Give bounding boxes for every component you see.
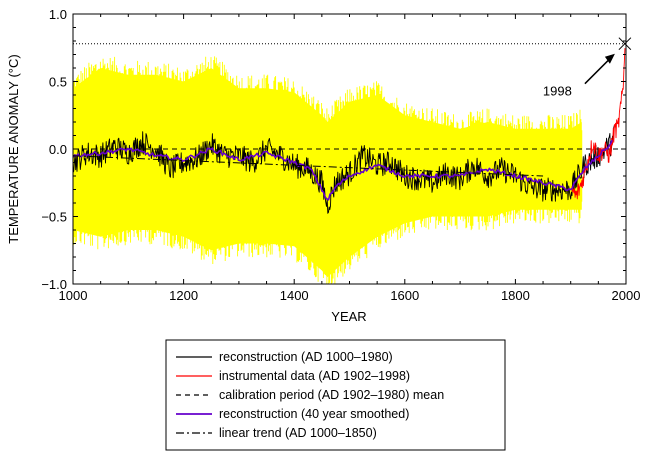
annotation-arrow-head xyxy=(604,53,615,64)
legend: reconstruction (AD 1000–1980) instrumenta… xyxy=(165,339,506,451)
axis-ticks: 1000 1200 1400 1600 1800 2000 −1.0 −0.5 0.0 0.5 1.… xyxy=(41,7,640,303)
annotation-1998: 1998 xyxy=(543,37,632,99)
x-tick-label: 1800 xyxy=(501,288,530,303)
x-tick-label: 1000 xyxy=(59,288,88,303)
x-tick-label: 1600 xyxy=(390,288,419,303)
annotation-arrow xyxy=(584,57,612,85)
series-line-3 xyxy=(73,139,613,201)
legend-label: linear trend (AD 1000–1850) xyxy=(219,426,377,440)
y-tick-label: −1.0 xyxy=(41,277,67,292)
series-line-linear-trend xyxy=(73,155,544,177)
x-tick-label: 2000 xyxy=(612,288,641,303)
x-marker-icon xyxy=(618,37,632,51)
series-line-0 xyxy=(73,124,615,214)
y-tick-label: 0.0 xyxy=(49,142,67,157)
series-layer xyxy=(73,48,626,214)
legend-label: reconstruction (40 year smoothed) xyxy=(219,407,409,421)
y-tick-label: −0.5 xyxy=(41,210,67,225)
legend-label: reconstruction (AD 1000–1980) xyxy=(219,350,393,364)
legend-label: instrumental data (AD 1902–1998) xyxy=(219,369,410,383)
legend-box xyxy=(165,339,506,451)
y-tick-label: 0.5 xyxy=(49,75,67,90)
legend-label: calibration period (AD 1902–1980) mean xyxy=(219,388,444,402)
annotation-text: 1998 xyxy=(543,84,572,99)
x-tick-label: 1200 xyxy=(169,288,198,303)
y-tick-label: 1.0 xyxy=(49,7,67,22)
x-axis-title: YEAR xyxy=(331,309,366,324)
series-line-1 xyxy=(571,48,626,200)
y-axis-title: TEMPERATURE ANOMALY (°C) xyxy=(6,54,21,243)
x-tick-label: 1400 xyxy=(280,288,309,303)
